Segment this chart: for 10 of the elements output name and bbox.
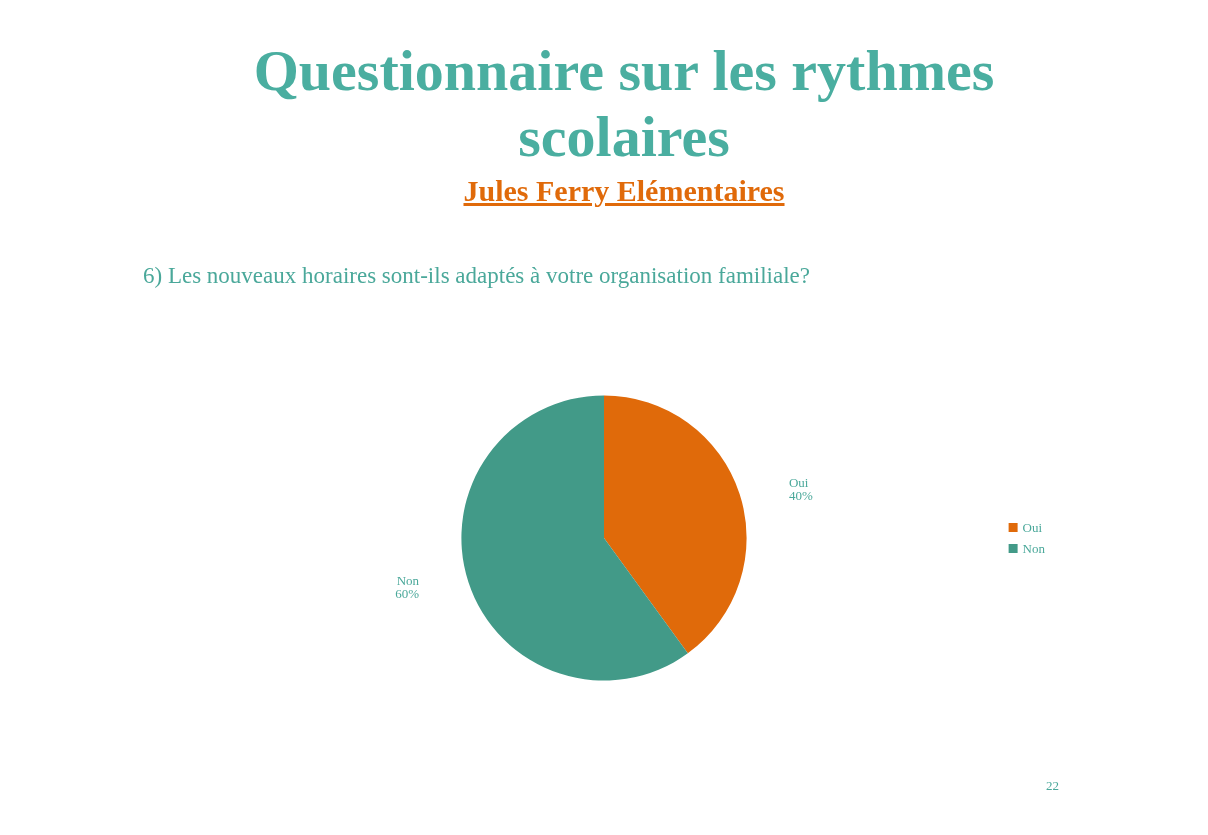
legend-label: Non <box>1022 541 1046 556</box>
text: 22 <box>1046 778 1059 794</box>
text: 6) Les nouveaux horaires sont-ils adaptés à votre organisation familiale? <box>143 263 810 289</box>
slice-label: Non <box>396 572 420 588</box>
data-label: 40% <box>788 488 813 504</box>
chart-title: Questionnaire sur les rythmes scolaires <box>252 38 996 170</box>
data-label: 60% <box>395 585 420 601</box>
chart-subtitle: Jules Ferry Elémentaires <box>462 174 786 208</box>
legend-label: Oui <box>1022 520 1043 535</box>
slice-label: Oui <box>788 475 809 491</box>
